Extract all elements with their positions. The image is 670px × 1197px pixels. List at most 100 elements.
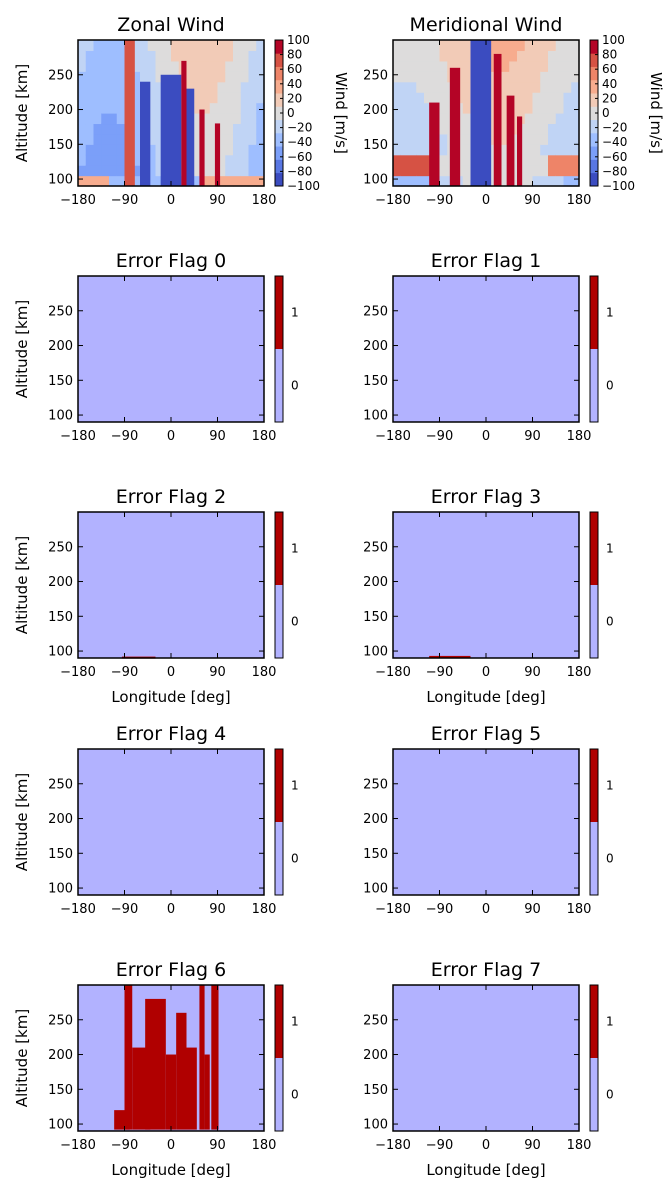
heatmap-cell xyxy=(256,113,265,125)
heatmap-cell xyxy=(509,40,518,52)
heatmap-cell xyxy=(194,102,203,114)
x-tick-label: −90 xyxy=(426,1138,453,1153)
heatmap-cell xyxy=(217,154,226,166)
heatmap-cell xyxy=(101,133,110,145)
heatmap-cell xyxy=(202,113,211,125)
colorbar-tick-label: −80 xyxy=(602,164,627,178)
heatmap-cell xyxy=(532,92,541,104)
heatmap-cell xyxy=(240,123,250,135)
heatmap-cell xyxy=(532,123,541,135)
flag-one-region xyxy=(186,1047,197,1130)
heatmap-cell xyxy=(439,50,448,62)
heatmap-cell xyxy=(548,60,557,72)
flag-zero-region xyxy=(393,512,579,658)
heatmap-cell xyxy=(532,40,541,52)
flag-field-9 xyxy=(393,985,579,1131)
colorbar-segment xyxy=(275,146,283,160)
colorbar-segment-zero xyxy=(590,585,598,658)
heatmap-cell xyxy=(217,81,226,93)
colorbar-tick-label: 80 xyxy=(602,48,617,62)
heatmap-cell xyxy=(455,60,464,72)
y-tick-label: 150 xyxy=(48,847,73,862)
x-tick-label: −180 xyxy=(375,665,411,680)
heatmap-cell xyxy=(555,113,565,125)
heatmap-cell xyxy=(155,144,164,156)
heatmap-cell xyxy=(101,60,110,72)
flag-field-5 xyxy=(393,512,579,658)
heatmap-cell xyxy=(501,50,510,62)
heatmap-cell xyxy=(408,144,417,156)
y-tick-label: 200 xyxy=(48,812,73,827)
flag-field-7 xyxy=(393,749,579,895)
heatmap-cell xyxy=(209,123,219,135)
heatmap-cell xyxy=(532,165,541,177)
colorbar-tick-label: −100 xyxy=(287,179,320,193)
heatmap-cell xyxy=(248,102,257,114)
heatmap-cell xyxy=(155,40,164,52)
heatmap-cell xyxy=(209,113,219,125)
heatmap-cell xyxy=(555,154,565,166)
heatmap-cell xyxy=(424,71,433,83)
x-tick-label: −180 xyxy=(375,902,411,917)
heatmap-cell xyxy=(132,154,141,166)
colorbar-segment xyxy=(590,172,598,187)
heatmap-cell xyxy=(155,81,164,93)
heatmap-cell xyxy=(225,71,234,83)
heatmap-cell xyxy=(233,40,242,52)
heatmap-cell xyxy=(548,133,557,145)
heatmap-cell xyxy=(194,133,203,145)
heatmap-cell xyxy=(524,175,534,187)
heatmap-cell xyxy=(225,113,234,125)
heatmap-cell xyxy=(217,165,226,177)
heatmap-cell xyxy=(393,175,402,187)
heatmap-cell xyxy=(408,60,417,72)
heatmap-cell xyxy=(424,144,433,156)
heatmap-cell xyxy=(132,71,141,83)
y-tick-label: 100 xyxy=(48,409,73,424)
heatmap-cell xyxy=(424,133,433,145)
heatmap-cell xyxy=(132,102,141,114)
colorbar-tick-label: −40 xyxy=(602,135,627,149)
heatmap-cell xyxy=(424,123,433,135)
wind-band xyxy=(470,40,492,186)
heatmap-cell xyxy=(509,81,518,93)
heatmap-cell xyxy=(548,165,557,177)
colorbar-tick-label: 0 xyxy=(606,852,614,866)
heatmap-cell xyxy=(517,81,526,93)
heatmap-cell xyxy=(431,81,441,93)
y-tick-label: 100 xyxy=(363,409,388,424)
colorbar-flag-3: 10 xyxy=(589,275,614,423)
y-tick-label: 100 xyxy=(363,173,388,188)
heatmap-cell xyxy=(517,40,526,52)
colorbar-tick-label: 0 xyxy=(291,379,299,393)
colorbar-segment-zero xyxy=(590,1058,598,1131)
heatmap-cell xyxy=(233,92,242,104)
heatmap-cell xyxy=(194,165,203,177)
colorbar-tick-label: −60 xyxy=(602,150,627,164)
x-tick-label: −180 xyxy=(60,902,96,917)
heatmap-cell xyxy=(194,92,203,104)
x-tick-label: −90 xyxy=(111,1138,138,1153)
x-tick-label: −90 xyxy=(111,665,138,680)
x-tick-label: 90 xyxy=(524,429,541,444)
heatmap-cell xyxy=(555,123,565,135)
colorbar-tick-label: 1 xyxy=(606,306,614,320)
heatmap-cell xyxy=(78,71,87,83)
heatmap-cell xyxy=(93,60,102,72)
heatmap-cell xyxy=(132,81,141,93)
heatmap-cell xyxy=(393,123,402,135)
wind-band xyxy=(140,81,151,186)
heatmap-cell xyxy=(400,71,410,83)
colorbar-segment-one xyxy=(590,512,598,585)
heatmap-cell xyxy=(233,154,242,166)
heatmap-cell xyxy=(85,81,95,93)
colorbar-segment xyxy=(590,106,598,121)
heatmap-cell xyxy=(147,71,157,83)
heatmap-cell xyxy=(524,92,534,104)
heatmap-cell xyxy=(78,102,87,114)
heatmap-cell xyxy=(217,40,226,52)
heatmap-cell xyxy=(202,60,211,72)
heatmap-cell xyxy=(240,165,250,177)
wind-band xyxy=(493,53,502,187)
